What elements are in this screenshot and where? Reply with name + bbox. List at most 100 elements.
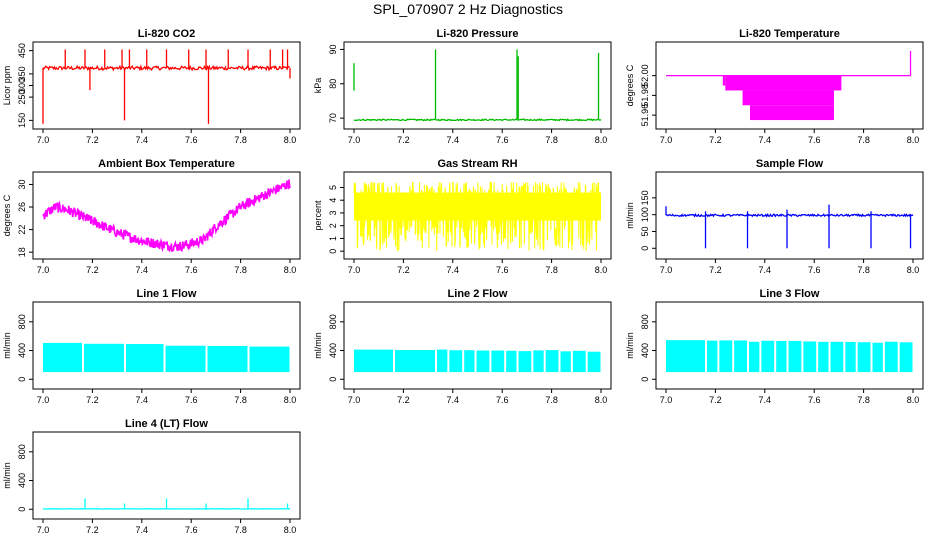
plot-frame xyxy=(32,301,301,390)
y-tick-label: 800 xyxy=(17,444,27,459)
x-tick-label: 7.0 xyxy=(348,135,361,145)
y-tick-label: 3 xyxy=(328,210,338,215)
flow-segment xyxy=(749,341,760,373)
panel-title: Sample Flow xyxy=(756,158,824,170)
flow-segment xyxy=(707,340,718,373)
series-li-820-temperature xyxy=(666,50,912,121)
flow-segment xyxy=(761,340,775,373)
x-tick-label: 7.2 xyxy=(709,395,722,405)
x-tick-label: 7.0 xyxy=(660,265,673,275)
panel-title: Line 3 Flow xyxy=(760,288,820,300)
y-axis-label: degrees C xyxy=(2,194,12,236)
y-tick-label: 300 xyxy=(17,78,27,93)
flow-segment xyxy=(818,341,829,373)
x-tick-label: 7.0 xyxy=(37,265,50,275)
plot-frame xyxy=(655,171,924,260)
flow-segment xyxy=(449,350,463,373)
y-axis-label: percent xyxy=(313,200,323,231)
y-tick-label: 26 xyxy=(17,202,27,212)
x-tick-label: 8.0 xyxy=(284,135,297,145)
y-tick-label: 18 xyxy=(17,247,27,257)
flow-segment xyxy=(437,349,448,373)
x-tick-label: 7.4 xyxy=(759,395,772,405)
y-tick-label: 800 xyxy=(328,314,338,329)
y-tick-label: 4 xyxy=(328,198,338,203)
panel-title: Line 2 Flow xyxy=(448,288,508,300)
flow-segment xyxy=(719,340,733,373)
x-tick-label: 7.0 xyxy=(660,135,673,145)
panel-li-820-pressure: Li-820 Pressure kPa 7.0 7.2 7.4 7.6 7.8 8.0 70 80… xyxy=(313,28,612,145)
flow-segment xyxy=(884,341,898,373)
flow-segment xyxy=(126,344,164,373)
x-tick-label: 7.0 xyxy=(660,395,673,405)
x-tick-label: 7.0 xyxy=(37,135,50,145)
plot-frame xyxy=(343,301,612,390)
flow-segment xyxy=(491,350,505,373)
y-tick-label: 150 xyxy=(640,190,650,205)
y-tick-label: 2 xyxy=(328,223,338,228)
x-tick-label: 8.0 xyxy=(907,265,920,275)
series-ambient-box-temperature xyxy=(42,179,291,253)
flow-segment xyxy=(464,350,475,373)
series-li-820-co2 xyxy=(42,49,291,124)
y-axis-label: ml/min xyxy=(2,462,12,489)
flow-segment xyxy=(899,342,913,373)
series-gas-stream-rh xyxy=(353,181,602,252)
panel-title: Li-820 Temperature xyxy=(739,28,840,40)
x-tick-label: 7.6 xyxy=(808,265,821,275)
flow-segment xyxy=(587,351,601,373)
x-tick-label: 7.8 xyxy=(545,265,558,275)
x-tick-label: 7.2 xyxy=(86,135,99,145)
flow-segment xyxy=(165,345,206,373)
y-tick-label: 800 xyxy=(17,314,27,329)
y-tick-label: 1 xyxy=(328,236,338,241)
y-tick-label: 90 xyxy=(328,44,338,54)
y-tick-label: 70 xyxy=(328,113,338,123)
y-tick-label: 0 xyxy=(640,377,650,382)
series-line-4-lt-flow xyxy=(42,498,290,510)
y-axis-label: ml/min xyxy=(2,332,12,359)
x-tick-label: 7.2 xyxy=(709,265,722,275)
plot-frame xyxy=(343,171,612,260)
y-tick-label: 51.96 xyxy=(640,104,650,127)
y-tick-label: 450 xyxy=(17,43,27,58)
series-line xyxy=(42,179,291,253)
flow-segment xyxy=(830,341,844,373)
panel-li-820-temperature: Li-820 Temperature degrees C 7.0 7.2 7.4 7.6 7… xyxy=(625,28,924,145)
y-axis-label: degrees C xyxy=(625,64,635,106)
panel-title: Ambient Box Temperature xyxy=(98,158,235,170)
series-line-2-flow xyxy=(354,349,601,373)
y-tick-label: 350 xyxy=(17,66,27,81)
x-tick-label: 7.4 xyxy=(447,265,460,275)
flow-segment xyxy=(857,342,871,373)
x-tick-label: 7.6 xyxy=(496,395,509,405)
data-block xyxy=(742,90,834,106)
y-tick-label: 51.98 xyxy=(640,84,650,107)
x-tick-label: 7.6 xyxy=(185,265,198,275)
x-tick-label: 7.4 xyxy=(136,265,149,275)
x-tick-label: 7.4 xyxy=(759,265,772,275)
flow-segment xyxy=(560,351,571,373)
y-axis-label: ml/min xyxy=(313,332,323,359)
x-tick-label: 7.0 xyxy=(37,525,50,535)
x-tick-label: 7.2 xyxy=(86,525,99,535)
x-tick-label: 7.6 xyxy=(496,135,509,145)
flow-segment xyxy=(395,350,436,373)
x-tick-label: 8.0 xyxy=(907,395,920,405)
panel-title: Line 4 (LT) Flow xyxy=(125,418,208,430)
data-block xyxy=(725,75,842,91)
x-tick-label: 8.0 xyxy=(284,265,297,275)
y-axis-label: ml/min xyxy=(625,202,635,229)
y-tick-label: 400 xyxy=(640,343,650,358)
y-axis-label: ml/min xyxy=(625,332,635,359)
x-tick-label: 7.8 xyxy=(234,265,247,275)
y-tick-label: 5 xyxy=(328,185,338,190)
x-tick-label: 7.4 xyxy=(136,135,149,145)
series-li-820-pressure xyxy=(353,49,602,122)
x-tick-label: 7.0 xyxy=(348,265,361,275)
series-line xyxy=(353,118,602,122)
x-tick-label: 7.2 xyxy=(397,395,410,405)
y-tick-label: 0 xyxy=(640,246,650,251)
y-tick-label: 100 xyxy=(640,207,650,222)
y-tick-label: 50 xyxy=(640,226,650,236)
